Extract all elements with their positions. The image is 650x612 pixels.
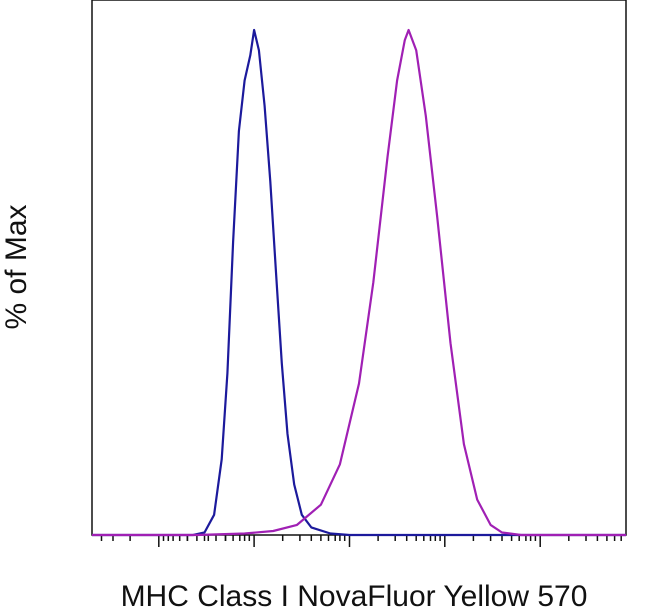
plot-frame [91,0,627,536]
x-axis-ticks [100,535,622,547]
series-layer [92,28,626,537]
x-axis-label: MHC Class I NovaFluor Yellow 570 [121,580,588,612]
series-line-2 [92,28,626,537]
y-axis-label: % of Max [0,204,33,329]
series-line-1 [92,28,626,537]
